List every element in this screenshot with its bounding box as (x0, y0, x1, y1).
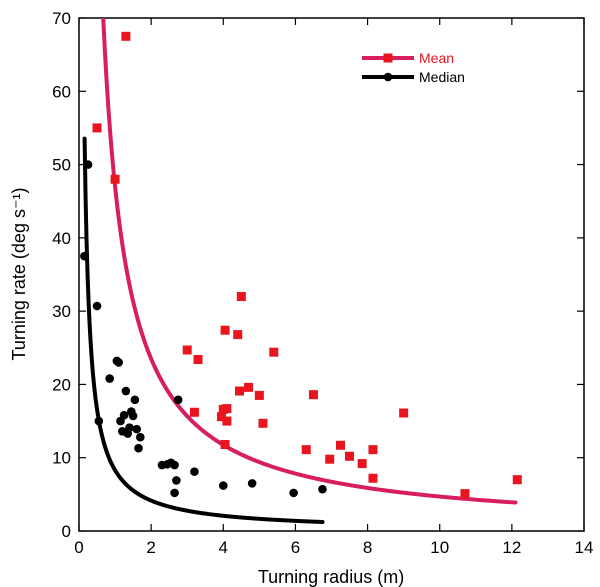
point-mean (258, 418, 268, 428)
point-mean (182, 345, 192, 355)
point-mean (244, 382, 254, 392)
x-tick-label: 14 (575, 538, 594, 557)
plot-area: 0 2 4 6 8 10 12 14 0 10 20 30 40 50 60 70 (52, 9, 593, 557)
point-median (128, 411, 138, 421)
point-median (119, 410, 129, 420)
point-mean (368, 445, 378, 455)
point-median (92, 301, 102, 311)
y-tick-label: 10 (52, 449, 71, 468)
point-median (132, 424, 142, 434)
x-tick-label: 2 (146, 538, 155, 557)
point-mean (254, 390, 264, 400)
x-axis-ticks: 0 2 4 6 8 10 12 14 (74, 18, 593, 557)
point-median (80, 251, 89, 261)
point-mean (512, 475, 522, 485)
point-mean (269, 347, 279, 357)
y-tick-label: 0 (62, 522, 71, 541)
data-markers (80, 31, 522, 499)
point-median (190, 467, 199, 476)
fit-curves (82, 18, 518, 524)
y-tick-label: 50 (52, 156, 71, 175)
point-median (121, 386, 131, 396)
point-mean (399, 408, 409, 418)
y-axis-ticks: 0 10 20 30 40 50 60 70 (52, 9, 584, 541)
point-median (114, 358, 123, 367)
point-mean (235, 386, 245, 396)
legend: Mean Median (362, 50, 465, 85)
point-median (105, 374, 114, 383)
legend-marker-mean (383, 53, 393, 63)
point-mean (220, 440, 230, 450)
y-tick-label: 40 (52, 229, 71, 248)
point-mean (336, 440, 346, 450)
point-mean (110, 174, 120, 184)
point-mean (92, 123, 102, 133)
point-median (130, 395, 140, 405)
legend-label-median: Median (419, 69, 465, 85)
point-mean (222, 404, 232, 414)
point-mean (308, 390, 318, 400)
legend-marker-median (383, 72, 393, 82)
point-median (172, 476, 181, 485)
point-median (318, 484, 327, 494)
x-tick-label: 6 (291, 538, 300, 557)
point-mean (193, 355, 203, 365)
point-median (134, 443, 143, 453)
x-tick-label: 0 (74, 538, 83, 557)
point-mean (460, 489, 470, 499)
point-mean (301, 445, 311, 455)
point-median (247, 479, 257, 488)
y-tick-label: 70 (52, 9, 71, 28)
point-median (170, 460, 179, 470)
y-tick-label: 60 (52, 82, 71, 101)
point-mean (345, 451, 355, 461)
point-mean (325, 454, 335, 464)
point-median (289, 488, 298, 498)
point-mean (220, 325, 230, 335)
point-mean (216, 412, 226, 422)
point-median (94, 416, 104, 426)
point-median (170, 488, 179, 498)
point-median (83, 160, 93, 169)
point-mean (236, 291, 246, 301)
point-mean (233, 330, 243, 340)
point-median (173, 395, 183, 405)
legend-label-mean: Mean (419, 50, 454, 66)
plot-frame (78, 17, 585, 532)
x-tick-label: 4 (219, 538, 228, 557)
x-axis-title: Turning radius (m) (258, 567, 404, 587)
fit-curve-median (82, 136, 325, 524)
y-tick-label: 20 (52, 375, 71, 394)
fit-curve-mean (101, 18, 518, 505)
point-mean (368, 473, 378, 483)
x-tick-label: 8 (363, 538, 372, 557)
point-mean (189, 407, 199, 417)
point-median (218, 481, 228, 490)
y-axis-title: Turning rate (deg s⁻¹) (9, 188, 29, 361)
point-mean (222, 416, 232, 426)
point-mean (357, 459, 367, 469)
x-tick-label: 10 (430, 538, 449, 557)
x-tick-label: 12 (502, 538, 521, 557)
y-tick-label: 30 (52, 302, 71, 321)
point-median (125, 423, 134, 432)
point-mean (121, 31, 131, 41)
point-median (136, 432, 145, 442)
